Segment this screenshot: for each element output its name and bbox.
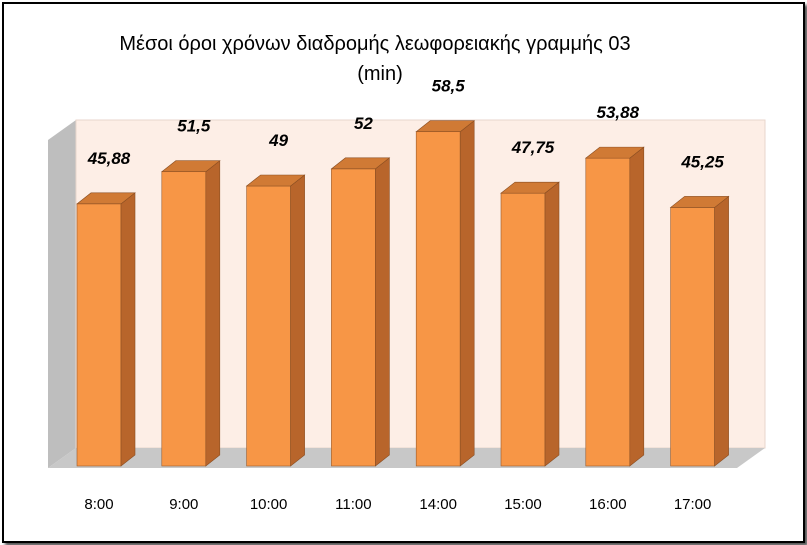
data-label: 53,88 — [597, 103, 640, 122]
bar-top — [245, 174, 306, 187]
x-tick-label: 8:00 — [84, 496, 113, 513]
bars-group — [76, 120, 730, 467]
data-label: 47,75 — [511, 138, 555, 157]
bar — [669, 195, 730, 467]
x-tick-label: 14:00 — [419, 496, 457, 513]
bar — [330, 157, 391, 467]
bar-front — [161, 171, 207, 467]
bar-front — [246, 185, 291, 467]
bar — [160, 160, 221, 467]
data-label: 52 — [354, 114, 373, 133]
chart-subtitle: (min) — [357, 63, 403, 85]
bar-front — [331, 168, 376, 467]
bar-front — [76, 203, 122, 467]
bar-side — [205, 160, 221, 467]
data-label: 45,25 — [680, 152, 724, 171]
x-tick-label: 9:00 — [169, 496, 198, 513]
data-label: 51,5 — [177, 117, 211, 136]
bar-side — [120, 192, 136, 467]
floor — [48, 448, 765, 468]
bar — [245, 174, 306, 467]
bar-front — [500, 192, 546, 467]
x-tick-label: 11:00 — [335, 496, 371, 513]
bar-side — [544, 181, 560, 467]
bar — [584, 146, 645, 467]
bar-top — [160, 160, 221, 173]
bar-side — [375, 157, 390, 467]
bar-front — [415, 131, 461, 467]
data-labels-group: 45,88 51,5 49 52 58,5 47,75 53,88 45,25 — [87, 77, 725, 172]
x-tick-labels-group: 8:00 9:00 10:00 11:00 14:00 15:00 16:00 17:00 — [84, 496, 711, 513]
bar-top — [76, 192, 136, 205]
bar — [415, 120, 476, 467]
bar-side — [459, 120, 475, 467]
x-tick-label: 15:00 — [504, 496, 542, 513]
chart-title: Μέσοι όροι χρόνων διαδρομής λεωφορειακής… — [119, 33, 630, 55]
data-label: 58,5 — [432, 77, 466, 96]
bar-top — [330, 157, 391, 170]
bar-top — [500, 181, 560, 194]
bar-top — [584, 146, 645, 159]
chart-walls — [48, 119, 766, 468]
bar-front — [585, 157, 631, 467]
data-label: 49 — [268, 131, 288, 150]
bar-top — [415, 120, 476, 133]
bar-side — [629, 146, 645, 467]
x-tick-label: 16:00 — [589, 496, 627, 513]
bar-front — [670, 207, 715, 467]
bar-side — [714, 195, 729, 467]
bar-top — [669, 196, 730, 208]
bar — [500, 181, 560, 467]
data-label: 45,88 — [87, 149, 131, 168]
bar-side — [290, 174, 305, 467]
x-tick-label: 17:00 — [674, 496, 712, 513]
side-wall — [48, 120, 76, 468]
bar — [76, 192, 136, 467]
x-tick-label: 10:00 — [250, 496, 288, 513]
